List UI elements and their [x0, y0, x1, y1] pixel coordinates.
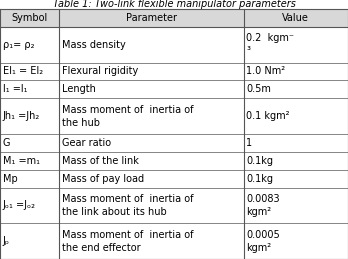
Text: 0.2  kgm⁻
³: 0.2 kgm⁻ ³ [246, 33, 294, 56]
Text: G: G [3, 138, 10, 148]
Text: Mass moment of  inertia of
the link about its hub: Mass moment of inertia of the link about… [62, 194, 193, 217]
Text: Jₚ: Jₚ [3, 236, 10, 246]
Text: Gear ratio: Gear ratio [62, 138, 111, 148]
Text: Symbol: Symbol [11, 13, 48, 23]
Bar [0, 9, 348, 27]
Text: 0.0083
kgm²: 0.0083 kgm² [246, 194, 280, 217]
Text: Value: Value [282, 13, 309, 23]
Text: 0.1 kgm²: 0.1 kgm² [246, 111, 290, 121]
Text: Table 1: Two-link flexible manipulator parameters: Table 1: Two-link flexible manipulator p… [53, 0, 295, 10]
Text: 0.1kg: 0.1kg [246, 174, 274, 184]
Text: Flexural rigidity: Flexural rigidity [62, 67, 138, 76]
Text: 0.1kg: 0.1kg [246, 156, 274, 166]
Text: Jₒ₁ =Jₒ₂: Jₒ₁ =Jₒ₂ [3, 200, 36, 210]
Text: EI₁ = EI₂: EI₁ = EI₂ [3, 67, 43, 76]
Text: l₁ =l₁: l₁ =l₁ [3, 84, 27, 94]
Text: Mass moment of  inertia of
the end effector: Mass moment of inertia of the end effect… [62, 229, 193, 253]
Text: 0.5m: 0.5m [246, 84, 271, 94]
Text: 1: 1 [246, 138, 253, 148]
Text: Jh₁ =Jh₂: Jh₁ =Jh₂ [3, 111, 40, 121]
Text: Mass moment of  inertia of
the hub: Mass moment of inertia of the hub [62, 104, 193, 128]
Text: 0.0005
kgm²: 0.0005 kgm² [246, 229, 280, 253]
Text: Length: Length [62, 84, 96, 94]
Text: M₁ =m₁: M₁ =m₁ [3, 156, 40, 166]
Text: Mass of pay load: Mass of pay load [62, 174, 144, 184]
Text: 1.0 Nm²: 1.0 Nm² [246, 67, 285, 76]
Text: Mass density: Mass density [62, 40, 126, 50]
Text: Mp: Mp [3, 174, 17, 184]
Text: ρ₁= ρ₂: ρ₁= ρ₂ [3, 40, 34, 50]
Text: Parameter: Parameter [126, 13, 177, 23]
Text: Mass of the link: Mass of the link [62, 156, 139, 166]
